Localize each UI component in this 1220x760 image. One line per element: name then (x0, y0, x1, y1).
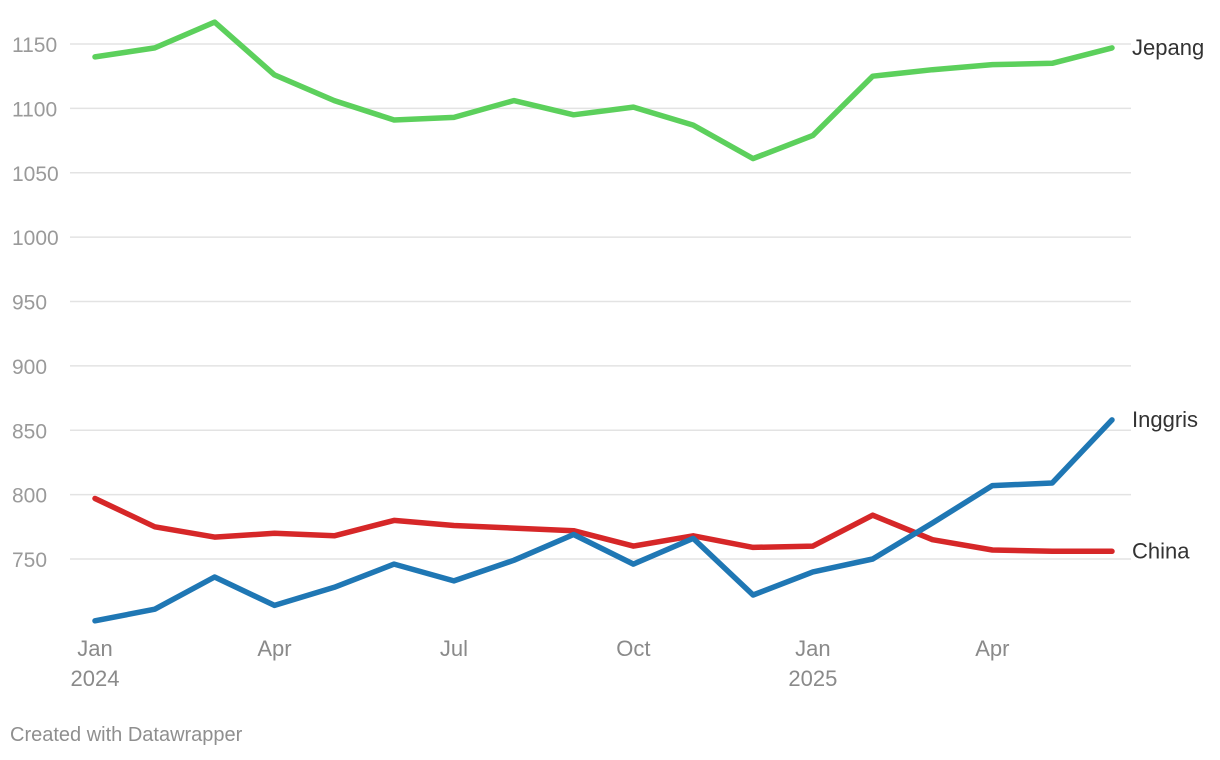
series-label-china: China (1132, 538, 1190, 563)
y-tick-label: 900 (12, 356, 47, 379)
line-chart: 750 800 850 900 950 1000 1050 1100 1150 Jan 2024 A… (12, 19, 1204, 691)
x-tick-label: Jan (795, 636, 830, 661)
y-axis-ticks: 750 800 850 900 950 1000 1050 1100 1150 (12, 34, 59, 572)
y-tick-label: 750 (12, 549, 47, 572)
x-tick-year-label: 2024 (71, 666, 120, 691)
x-tick-label: Oct (616, 636, 650, 661)
series-line-jepang (92, 19, 1115, 162)
y-tick-label: 1050 (12, 163, 59, 186)
y-tick-label: 850 (12, 420, 47, 443)
series-lines (92, 19, 1115, 624)
x-tick-label: Jul (440, 636, 468, 661)
x-tick-label: Jan (77, 636, 112, 661)
y-tick-label: 1000 (12, 227, 59, 250)
series-label-jepang: Jepang (1132, 35, 1204, 60)
y-tick-label: 1150 (12, 34, 57, 57)
x-axis-ticks: Jan 2024 Apr Jul Oct Jan 2025 Apr (71, 636, 1010, 691)
y-tick-label: 800 (12, 485, 47, 508)
credit-text[interactable]: Created with Datawrapper (10, 724, 243, 746)
x-tick-label: Apr (257, 636, 291, 661)
y-tick-label: 1100 (12, 98, 57, 121)
series-line-china (92, 495, 1115, 555)
series-label-inggris: Inggris (1132, 407, 1198, 432)
y-tick-label: 950 (12, 292, 47, 315)
x-tick-year-label: 2025 (788, 666, 837, 691)
series-line-inggris (92, 417, 1115, 624)
series-labels: China Inggris Jepang (1132, 35, 1204, 563)
grid-layer (70, 43, 1131, 560)
x-tick-label: Apr (975, 636, 1009, 661)
